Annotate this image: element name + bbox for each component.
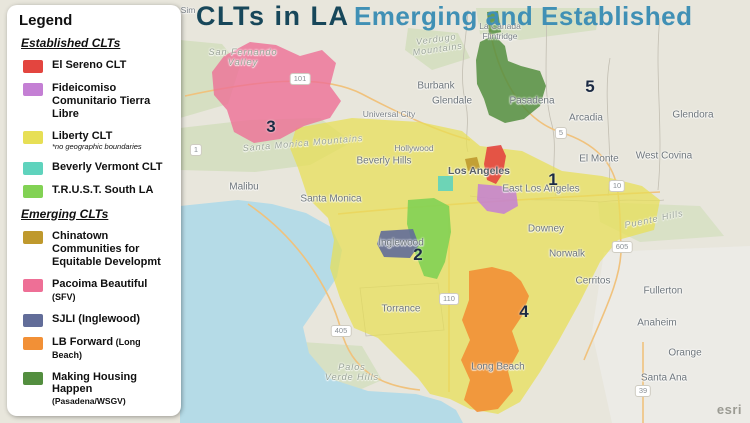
legend-label: El Sereno CLT bbox=[52, 59, 127, 71]
legend-swatch-el-sereno bbox=[23, 60, 43, 73]
region-making-housing-happen bbox=[476, 35, 546, 123]
legend-item-chinatown: Chinatown Communities for Equitable Deve… bbox=[23, 230, 171, 269]
page-title: CLTs in LA Emerging and Established bbox=[196, 1, 692, 32]
legend-section-emerging: Emerging CLTs bbox=[21, 206, 109, 221]
legend-swatch-mhh bbox=[23, 371, 43, 385]
legend-suffix: (Long Beach) bbox=[52, 336, 141, 360]
legend-note: *no geographic boundaries bbox=[52, 141, 142, 151]
terrain-san-gabriel bbox=[476, 8, 600, 40]
region-beverly-vermont-clt bbox=[438, 176, 453, 191]
route-shield: 1 bbox=[189, 144, 203, 156]
route-shield: 101 bbox=[289, 73, 311, 85]
region-fideicomiso bbox=[477, 184, 518, 214]
map-marker-2: 2 bbox=[413, 245, 423, 264]
boundary-line bbox=[657, 17, 661, 191]
legend-label: LB Forward bbox=[52, 335, 114, 348]
map-marker-5: 5 bbox=[585, 77, 595, 96]
legend-swatch-sjli bbox=[23, 313, 43, 327]
legend-heading: Legend bbox=[19, 12, 73, 29]
legend-item-making-housing-happen: Making Housing Happen (Pasadena/WSGV) bbox=[23, 371, 171, 407]
route-shield: 5 bbox=[554, 127, 568, 139]
region-liberty-clt bbox=[290, 118, 660, 414]
legend-swatch-pacoima bbox=[23, 278, 43, 292]
title-primary: CLTs in LA bbox=[196, 1, 350, 31]
legend-section-established: Established CLTs bbox=[21, 36, 121, 50]
legend-suffix: (SFV) bbox=[52, 291, 76, 302]
route-shield: 110 bbox=[439, 293, 459, 305]
region-el-sereno-clt bbox=[484, 145, 506, 184]
legend-swatch-trust bbox=[23, 184, 43, 198]
route-shield: 39 bbox=[634, 385, 652, 397]
route-shield: 405 bbox=[330, 325, 352, 337]
region-chinatown-communities bbox=[465, 157, 480, 171]
legend-swatch-lb-forward bbox=[23, 336, 43, 350]
ocean bbox=[180, 200, 463, 423]
legend-item-pacoima: Pacoima Beautiful (SFV) bbox=[23, 278, 171, 304]
route-shield: 605 bbox=[611, 241, 633, 253]
legend-label: Chinatown Communities for Equitable Deve… bbox=[52, 229, 161, 268]
region-making-housing-happen-sliver bbox=[487, 11, 501, 35]
legend-item-sjli: SJLI (Inglewood) bbox=[23, 313, 171, 327]
legend-label: Fideicomiso Comunitario Tierra Libre bbox=[52, 82, 151, 120]
title-secondary: Emerging and Established bbox=[353, 1, 693, 31]
map-marker-1: 1 bbox=[548, 170, 558, 189]
legend-item-fideicomiso: Fideicomiso Comunitario Tierra Libre bbox=[23, 82, 171, 121]
legend-swatch-chinatown bbox=[23, 230, 43, 244]
route-shield: 10 bbox=[608, 180, 626, 192]
legend-label: SJLI (Inglewood) bbox=[52, 312, 140, 325]
legend-label: Beverly Vermont CLT bbox=[52, 160, 163, 173]
map-marker-4: 4 bbox=[519, 302, 529, 321]
legend-sub: (Pasadena/WSGV) bbox=[52, 396, 126, 407]
legend-swatch-liberty bbox=[23, 130, 43, 144]
legend-panel: Legend Established CLTs El Sereno CLT Fi… bbox=[7, 5, 181, 416]
region-sjli-inglewood bbox=[377, 229, 419, 258]
legend-swatch-fideicomiso bbox=[23, 83, 43, 96]
terrain-verdugo bbox=[405, 28, 470, 70]
legend-label: T.R.U.S.T. South LA bbox=[52, 183, 154, 196]
legend-item-beverly-vermont: Beverly Vermont CLT bbox=[23, 161, 171, 175]
legend-swatch-beverly-vermont bbox=[23, 161, 43, 175]
region-trust-south-la bbox=[407, 198, 451, 279]
legend-item-lb-forward: LB Forward (Long Beach) bbox=[23, 336, 171, 362]
orange-county-area bbox=[592, 246, 750, 423]
legend-item-el-sereno: El Sereno CLT bbox=[23, 59, 171, 73]
map-marker-3: 3 bbox=[266, 117, 276, 136]
legend-item-trust-south-la: T.R.U.S.T. South LA bbox=[23, 184, 171, 198]
legend-item-liberty: Liberty CLT *no geographic boundaries bbox=[23, 130, 171, 152]
legend-label: Making Housing Happen bbox=[52, 370, 137, 396]
boundary-line bbox=[606, 57, 611, 197]
region-pacoima-beautiful bbox=[212, 42, 341, 143]
esri-attribution: esri bbox=[716, 402, 742, 417]
region-lb-forward bbox=[461, 267, 529, 412]
legend-label: Liberty CLT bbox=[52, 129, 113, 142]
legend-label: Pacoima Beautiful bbox=[52, 277, 148, 290]
